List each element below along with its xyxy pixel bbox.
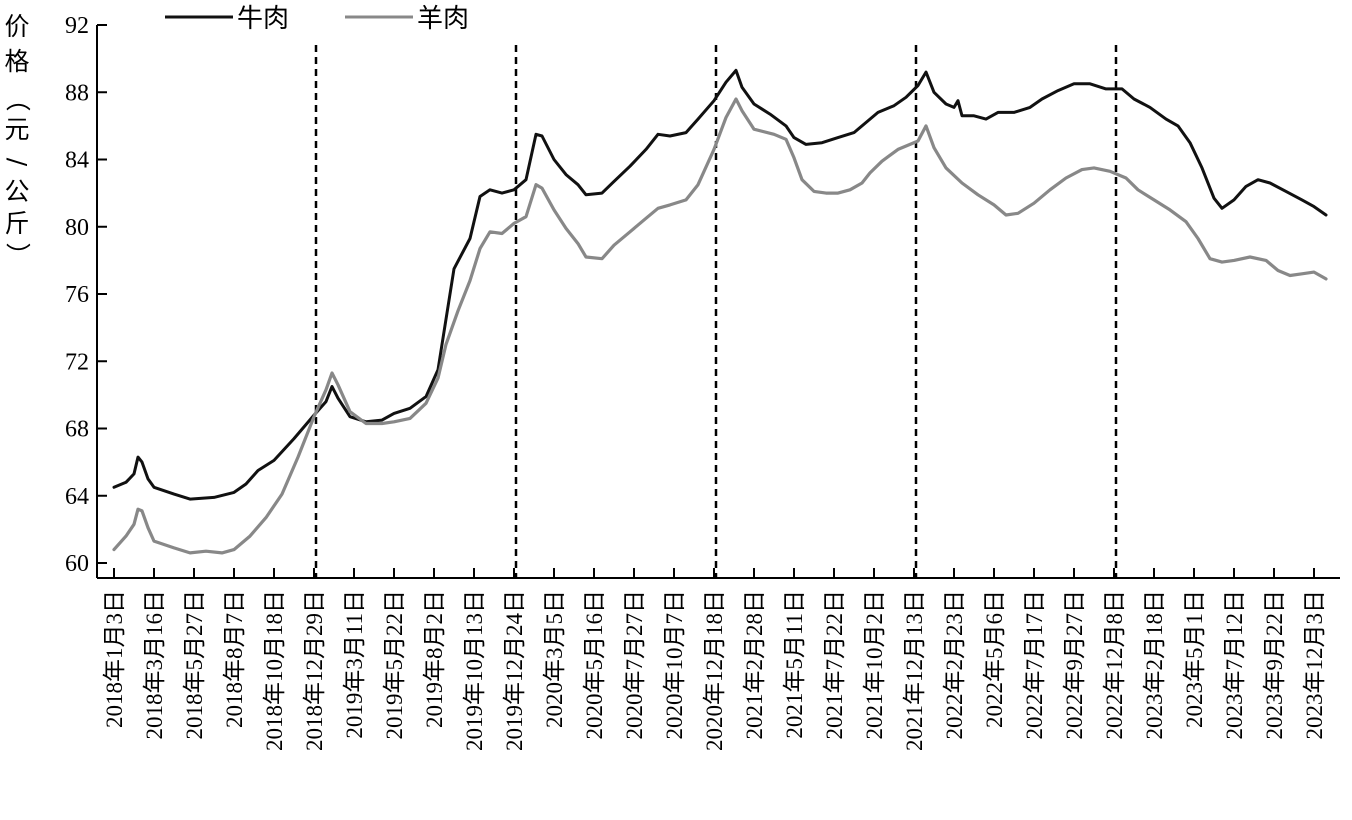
x-tick-label: 2023年2月18日 <box>1142 590 1167 740</box>
axes <box>96 25 1340 579</box>
x-tick-label: 2022年2月23日 <box>942 590 967 740</box>
y-axis-label-char: 公 <box>4 177 29 206</box>
mutton-price-line <box>112 97 1328 555</box>
y-axis-label-char: 格 <box>4 47 29 76</box>
y-tick-label: 60 <box>65 551 89 577</box>
x-tick-label: 2019年12月24日 <box>502 590 527 751</box>
legend: 牛肉 羊肉 <box>165 4 469 34</box>
series-lines <box>112 68 1328 555</box>
x-tick-label: 2023年12月3日 <box>1302 590 1327 740</box>
x-tick-label: 2018年12月29日 <box>302 590 327 751</box>
y-axis-ticks: 60 64 68 72 76 80 84 88 92 <box>65 13 107 577</box>
x-tick-label: 2021年10月2日 <box>862 590 887 740</box>
x-tick-label: 2023年5月1日 <box>1182 590 1207 728</box>
y-tick-label: 68 <box>65 417 89 443</box>
x-axis-ticks: 2018年1月3日 2018年3月16日 2018年5月27日 2018年8月7日 20… <box>102 568 1327 751</box>
x-tick-label: 2020年12月18日 <box>702 590 727 751</box>
x-tick-label: 2023年7月12日 <box>1222 590 1247 740</box>
x-tick-label: 2020年5月16日 <box>582 590 607 740</box>
y-tick-label: 76 <box>65 282 89 308</box>
x-tick-label: 2018年1月3日 <box>102 590 127 728</box>
y-axis-label-char: 价 <box>4 12 29 41</box>
period-dividers <box>314 45 1118 578</box>
y-tick-label: 80 <box>65 215 89 241</box>
x-tick-label: 2018年8月7日 <box>222 590 247 728</box>
x-tick-label: 2018年3月16日 <box>142 590 167 740</box>
y-tick-label: 84 <box>65 148 89 174</box>
y-axis-label-char: （ <box>3 86 32 111</box>
y-axis-label-char: / <box>3 158 32 167</box>
x-tick-label: 2021年7月22日 <box>822 590 847 740</box>
x-tick-label: 2019年5月22日 <box>382 590 407 740</box>
x-tick-label: 2023年9月22日 <box>1262 590 1287 740</box>
beef-price-line <box>112 68 1328 501</box>
x-tick-label: 2021年5月11日 <box>782 590 807 739</box>
x-tick-label: 2018年5月27日 <box>182 590 207 740</box>
legend-label: 羊肉 <box>417 4 469 34</box>
x-tick-label: 2022年7月17日 <box>1022 590 1047 740</box>
y-tick-label: 72 <box>65 349 89 375</box>
x-tick-label: 2021年2月28日 <box>742 590 767 740</box>
x-tick-label: 2021年12月13日 <box>902 590 927 751</box>
y-tick-label: 64 <box>65 484 89 510</box>
x-tick-label: 2022年12月8日 <box>1102 590 1127 740</box>
x-tick-label: 2019年10月13日 <box>462 590 487 751</box>
x-tick-label: 2022年9月27日 <box>1062 590 1087 740</box>
x-tick-label: 2019年8月2日 <box>422 590 447 728</box>
x-tick-label: 2022年5月6日 <box>982 590 1007 728</box>
legend-label: 牛肉 <box>237 4 289 34</box>
y-axis-label-char: ） <box>3 242 32 267</box>
y-tick-label: 92 <box>65 13 89 39</box>
y-axis-label-char: 斤 <box>4 209 29 238</box>
x-tick-label: 2020年10月7日 <box>662 590 687 740</box>
x-tick-label: 2018年10月18日 <box>262 590 287 751</box>
y-tick-label: 88 <box>65 80 89 106</box>
x-tick-label: 2020年3月5日 <box>542 590 567 728</box>
y-axis-label-char: 元 <box>4 115 29 144</box>
x-tick-label: 2019年3月11日 <box>342 590 367 739</box>
y-axis-label: 价格 （ 元 / 公斤 ） <box>3 12 32 268</box>
x-tick-label: 2020年7月27日 <box>622 590 647 740</box>
